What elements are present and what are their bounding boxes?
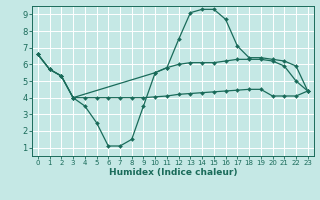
X-axis label: Humidex (Indice chaleur): Humidex (Indice chaleur) <box>108 168 237 177</box>
